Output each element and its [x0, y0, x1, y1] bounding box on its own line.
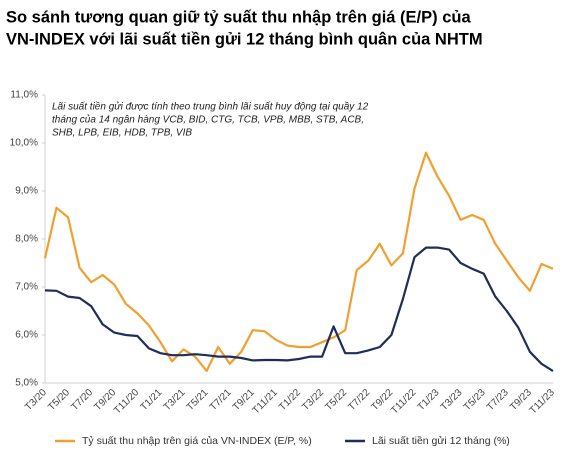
x-tick-label: T1/22 — [277, 387, 303, 413]
x-tick-label: T11/23 — [528, 387, 558, 417]
y-tick-label: 10,0% — [10, 138, 38, 149]
x-tick-label: T5/20 — [46, 387, 72, 413]
x-tick-label: T11/22 — [389, 387, 419, 417]
legend-label: Tỷ suất thu nhập trên giá của VN-INDEX (… — [82, 435, 312, 447]
x-tick-label: T5/23 — [462, 387, 488, 413]
chart-title: VN-INDEX với lãi suất tiền gửi 12 tháng … — [6, 30, 483, 48]
annotation: tháng của 14 ngân hàng VCB, BID, CTG, TC… — [52, 114, 364, 126]
legend-label: Lãi suất tiền gửi 12 tháng (%) — [372, 435, 510, 447]
y-tick-label: 5,0% — [15, 378, 38, 389]
x-tick-label: T3/20 — [23, 387, 49, 413]
x-tick-label: T7/22 — [346, 387, 372, 413]
y-tick-label: 9,0% — [15, 186, 38, 197]
annotation: SHB, LPB, EIB, HDB, TPB, VIB — [52, 128, 192, 139]
annotation: Lãi suất tiền gửi được tính theo trung b… — [52, 101, 369, 113]
x-tick-label: T3/23 — [439, 387, 465, 413]
x-tick-label: T7/20 — [69, 387, 95, 413]
y-tick-label: 6,0% — [15, 330, 38, 341]
x-tick-label: T11/20 — [112, 387, 142, 417]
x-tick-label: T3/21 — [162, 387, 188, 413]
x-tick-label: T7/21 — [208, 387, 234, 413]
y-tick-label: 8,0% — [15, 234, 38, 245]
x-tick-label: T1/21 — [139, 387, 165, 413]
x-tick-label: T5/22 — [323, 387, 349, 413]
x-tick-label: T1/23 — [416, 387, 442, 413]
x-tick-label: T7/23 — [485, 387, 511, 413]
y-tick-label: 7,0% — [15, 282, 38, 293]
line-series — [43, 151, 554, 373]
line-series — [44, 246, 554, 372]
chart-title: So sánh tương quan giữ tỷ suất thu nhập … — [6, 8, 471, 26]
x-tick-label: T5/21 — [185, 387, 211, 413]
x-tick-label: T11/21 — [251, 387, 281, 417]
x-tick-label: T3/22 — [300, 387, 326, 413]
y-tick-label: 11,0% — [10, 90, 38, 101]
